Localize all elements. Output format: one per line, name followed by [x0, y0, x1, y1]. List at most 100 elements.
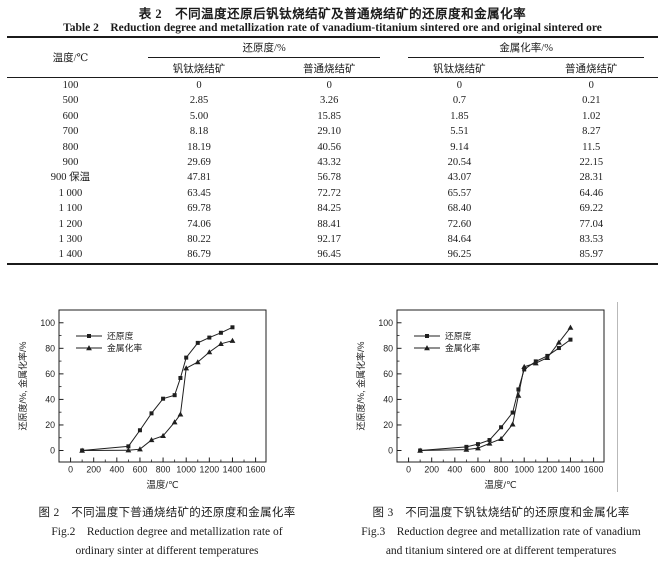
y-axis-title: 还原度/%, 金属化率/%	[355, 341, 366, 430]
plot-frame	[58, 309, 267, 463]
table-title-en: Table 2 Reduction degree and metallizati…	[63, 22, 602, 34]
table-cell: 63.45	[187, 187, 211, 199]
table-cell: 20.54	[447, 157, 472, 169]
table-cell: 29.10	[317, 126, 342, 138]
table-cell: 0.7	[452, 95, 466, 107]
y-tick-label: 40	[45, 394, 55, 404]
table-cell: 1 300	[58, 234, 83, 246]
table-cell: 74.06	[187, 218, 211, 230]
col-header-temperature: 温度/℃	[7, 37, 134, 78]
col-subheader-ordinary-sinter-metallization: 普通烧结矿	[524, 59, 658, 78]
table-cell: 84.25	[317, 203, 342, 215]
table-row: 1 200 74.06 88.41 72.60 77.04	[7, 217, 658, 232]
y-tick-label: 60	[45, 369, 55, 379]
table-cell: 0	[456, 80, 463, 91]
series-reduction-degree	[80, 325, 235, 453]
table-cell: 18.19	[187, 141, 211, 153]
table-cell: 0	[326, 80, 332, 91]
x-tick-label: 0	[68, 465, 73, 475]
x-tick-label: 1200	[200, 465, 220, 475]
table-cell: 96.45	[317, 249, 342, 261]
table-cell: 700	[62, 126, 79, 138]
y-tick-label: 20	[383, 420, 393, 430]
fig3-caption-zh: 图 3 不同温度下钒钛烧结矿的还原度和金属化率	[372, 507, 630, 519]
table-cell: 8.27	[582, 126, 601, 138]
table-cell: 47.81	[187, 172, 211, 184]
legend-label: 还原度	[445, 330, 472, 341]
fig2-chart: 0 200 400 600 800 1000 1200 1400 1600 0 20 40 60 80 10…	[17, 309, 267, 491]
col-group-reduction-degree-label: 还原度/%	[147, 40, 381, 58]
x-tick-label: 400	[447, 465, 462, 475]
table-cell: 500	[62, 95, 79, 107]
y-tick-label: 100	[40, 318, 55, 328]
data-table-container: 温度/℃ 还原度/% 金属化率/% 钒钛烧结矿 普通烧结矿 钒钛烧结矿 普通烧结…	[7, 36, 658, 265]
col-group-metallization-rate: 金属化率/%	[394, 37, 658, 59]
table-cell: 85.97	[579, 249, 604, 261]
table-cell: 88.41	[317, 218, 342, 230]
table-cell: 100	[62, 80, 79, 91]
fig2-caption-en-line2: ordinary sinter at different temperature…	[75, 545, 259, 557]
table-cell: 83.53	[579, 234, 604, 246]
table-cell: 3.26	[320, 95, 339, 107]
table-cell: 80.22	[187, 234, 211, 246]
table-cell: 40.56	[317, 141, 342, 153]
table-cell: 11.5	[582, 141, 601, 153]
table-cell: 0.21	[582, 95, 601, 107]
fig3-caption-en-line2: and titanium sintered ore at different t…	[385, 545, 617, 557]
table-cell: 56.78	[317, 172, 342, 184]
table-cell: 8.18	[189, 126, 209, 138]
x-tick-label: 200	[86, 465, 101, 475]
y-axis: 0 20 40 60 80 100	[378, 318, 402, 456]
table-cell: 72.72	[317, 187, 342, 199]
x-axis: 0 200 400 600 800 1000 1200 1400 1600	[406, 457, 603, 475]
y-tick-label: 80	[45, 343, 55, 353]
y-tick-label: 40	[383, 394, 393, 404]
y-tick-label: 0	[50, 446, 55, 456]
table-cell: 29.69	[187, 157, 211, 169]
x-tick-label: 1400	[223, 465, 243, 475]
table-cell: 800	[62, 141, 79, 153]
series-metallization-rate	[417, 324, 574, 453]
y-tick-label: 0	[388, 446, 393, 456]
table-cell: 43.07	[447, 172, 472, 184]
legend-label: 金属化率	[445, 342, 480, 353]
x-tick-label: 1000	[176, 465, 196, 475]
plot-frame	[396, 309, 605, 463]
table-cell: 15.85	[317, 110, 342, 122]
y-tick-label: 100	[378, 318, 393, 328]
table-cell: 77.04	[579, 218, 604, 230]
table-cell: 22.15	[579, 157, 604, 169]
table-row: 900 保温 47.81 56.78 43.07 28.31	[7, 170, 658, 185]
table-cell: 900 保温	[50, 172, 91, 184]
table-cell: 1.02	[582, 110, 601, 122]
x-tick-label: 1200	[538, 465, 558, 475]
table-cell: 69.22	[579, 203, 604, 215]
table-cell: 43.32	[317, 157, 342, 169]
fig2-caption-en-line1: Fig.2 Reduction degree and metallization…	[51, 526, 283, 538]
table-cell: 900	[62, 157, 79, 169]
x-tick-label: 1000	[514, 465, 534, 475]
y-tick-label: 80	[383, 343, 393, 353]
table-row: 1 300 80.22 92.17 84.64 83.53	[7, 232, 658, 247]
y-axis: 0 20 40 60 80 100	[40, 318, 64, 456]
table-cell: 28.31	[579, 172, 604, 184]
table-title-zh: 表 2 不同温度还原后钒钛烧结矿及普通烧结矿的还原度和金属化率	[138, 7, 527, 21]
table-cell: 1 400	[58, 249, 83, 261]
y-axis-title: 还原度/%, 金属化率/%	[17, 341, 28, 430]
col-group-reduction-degree: 还原度/%	[134, 37, 394, 59]
x-tick-label: 800	[494, 465, 509, 475]
y-tick-label: 20	[45, 420, 55, 430]
fig3-caption: 图 3 不同温度下钒钛烧结矿的还原度和金属化率 Fig.3 Reduction …	[340, 504, 662, 561]
table-cell: 64.46	[579, 187, 604, 199]
x-tick-label: 400	[109, 465, 124, 475]
x-axis: 0 200 400 600 800 1000 1200 1400 1600	[68, 457, 265, 475]
table-row: 800 18.19 40.56 9.14 11.5	[7, 140, 658, 155]
table-cell: 600	[62, 110, 79, 122]
table-row: 1 100 69.78 84.25 68.40 69.22	[7, 201, 658, 216]
x-axis-title: 温度/℃	[484, 479, 517, 491]
table-cell: 1.85	[450, 110, 469, 122]
